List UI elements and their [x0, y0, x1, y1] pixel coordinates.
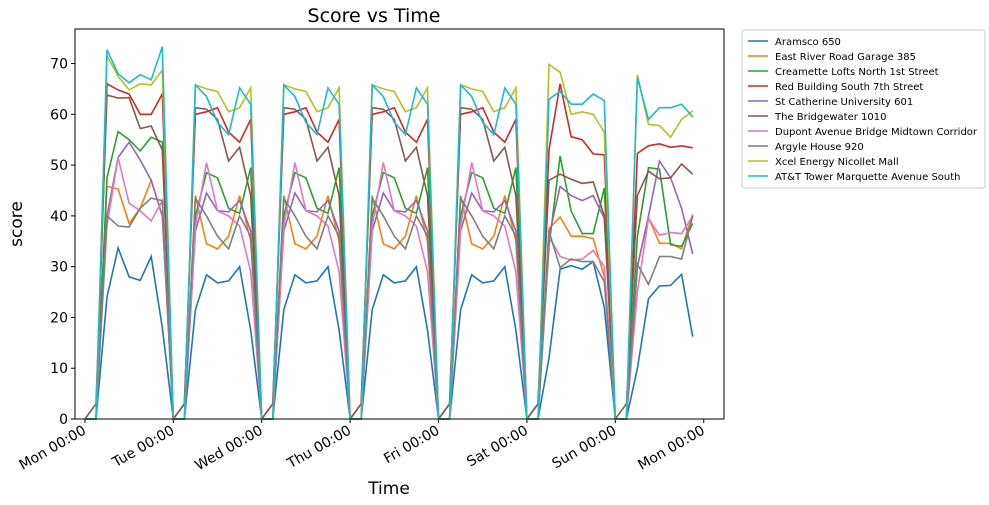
legend-label: Red Building South 7th Street [775, 82, 923, 93]
y-tick-label: 40 [50, 209, 68, 225]
x-tick-label: Thu 00:00 [284, 423, 354, 473]
x-axis-label: Time [367, 479, 410, 499]
y-tick-label: 60 [50, 107, 68, 123]
legend-label: Dupont Avenue Bridge Midtown Corridor [775, 127, 978, 138]
x-tick-label: Sat 00:00 [464, 423, 531, 471]
x-tick-label: Fri 00:00 [381, 423, 442, 468]
legend-label: Argyle House 920 [775, 142, 864, 153]
legend-label: AT&T Tower Marquette Avenue South [775, 172, 961, 183]
y-tick-label: 10 [50, 361, 68, 377]
y-tick-label: 0 [59, 412, 68, 428]
x-tick-label: Wed 00:00 [193, 423, 266, 475]
legend-label: Creamette Lofts North 1st Street [775, 67, 939, 78]
legend-label: East River Road Garage 385 [775, 52, 916, 63]
legend-label: Aramsco 650 [775, 37, 841, 48]
x-tick-label: Sun 00:00 [549, 423, 619, 473]
series-line [84, 245, 694, 420]
legend-label: Xcel Energy Nicollet Mall [775, 157, 899, 168]
x-tick-label: Mon 00:00 [17, 423, 89, 474]
y-axis-label: score [7, 201, 27, 247]
y-tick-label: 70 [50, 57, 68, 73]
series-line [84, 46, 694, 420]
y-tick-label: 30 [50, 260, 68, 276]
legend-box [741, 29, 986, 189]
series-line [84, 195, 694, 420]
chart-title: Score vs Time [308, 5, 441, 27]
series-line [84, 82, 693, 422]
series-line [84, 177, 694, 420]
series-line [84, 93, 694, 422]
x-tick-label: Tue 00:00 [109, 423, 177, 472]
y-tick-label: 50 [50, 158, 68, 174]
plot-frame [74, 28, 725, 420]
legend-label: The Bridgewater 1010 [774, 112, 887, 123]
legend-label: St Catherine University 601 [775, 97, 913, 108]
x-tick-label: Mon 00:00 [635, 423, 707, 474]
y-tick-label: 20 [50, 310, 68, 326]
